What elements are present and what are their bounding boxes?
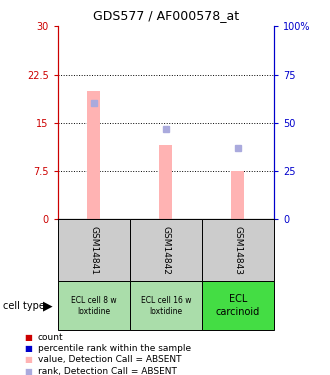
Text: ■: ■ <box>24 333 32 342</box>
Text: cell type: cell type <box>3 301 45 310</box>
Bar <box>130 219 202 281</box>
Title: GDS577 / AF000578_at: GDS577 / AF000578_at <box>93 9 239 22</box>
Text: ECL cell 8 w
loxtidine: ECL cell 8 w loxtidine <box>71 296 116 316</box>
Text: ▶: ▶ <box>43 299 53 312</box>
Text: GSM14841: GSM14841 <box>89 226 98 275</box>
Text: GSM14843: GSM14843 <box>233 226 242 275</box>
Text: ECL
carcinoid: ECL carcinoid <box>216 294 260 317</box>
Text: ■: ■ <box>24 367 32 375</box>
Bar <box>202 219 274 281</box>
Bar <box>159 146 172 219</box>
Bar <box>58 219 130 281</box>
Text: ■: ■ <box>24 345 32 354</box>
Text: ECL cell 16 w
loxtidine: ECL cell 16 w loxtidine <box>141 296 191 316</box>
Bar <box>231 171 244 219</box>
Bar <box>58 281 130 330</box>
Bar <box>202 281 274 330</box>
Text: ■: ■ <box>24 355 32 364</box>
Text: GSM14842: GSM14842 <box>161 226 170 275</box>
Text: rank, Detection Call = ABSENT: rank, Detection Call = ABSENT <box>38 367 177 375</box>
Text: percentile rank within the sample: percentile rank within the sample <box>38 345 191 354</box>
Text: value, Detection Call = ABSENT: value, Detection Call = ABSENT <box>38 355 182 364</box>
Bar <box>130 281 202 330</box>
Bar <box>87 91 100 219</box>
Text: count: count <box>38 333 64 342</box>
